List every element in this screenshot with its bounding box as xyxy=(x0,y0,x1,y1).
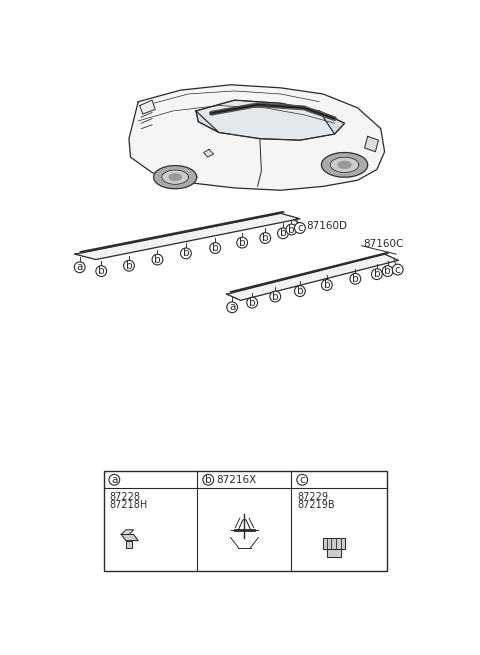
Text: 87229: 87229 xyxy=(298,493,329,502)
Text: b: b xyxy=(249,297,255,308)
Text: b: b xyxy=(182,248,189,258)
Text: b: b xyxy=(280,229,286,238)
Circle shape xyxy=(297,474,308,485)
Polygon shape xyxy=(365,136,378,152)
Circle shape xyxy=(109,474,120,485)
Circle shape xyxy=(123,260,134,271)
Polygon shape xyxy=(322,153,368,177)
Text: c: c xyxy=(395,265,401,274)
Polygon shape xyxy=(196,100,335,140)
Circle shape xyxy=(322,280,332,290)
Text: b: b xyxy=(262,233,269,243)
Polygon shape xyxy=(327,549,341,557)
Circle shape xyxy=(295,223,305,233)
Text: 87218H: 87218H xyxy=(110,500,148,510)
Text: 87219B: 87219B xyxy=(298,500,335,510)
Text: a: a xyxy=(229,303,235,312)
Text: 87160D: 87160D xyxy=(306,221,347,231)
Polygon shape xyxy=(196,100,345,140)
Polygon shape xyxy=(169,174,181,180)
Polygon shape xyxy=(227,254,398,301)
Circle shape xyxy=(270,291,281,302)
Polygon shape xyxy=(140,100,155,114)
Polygon shape xyxy=(75,214,300,259)
Circle shape xyxy=(286,224,297,235)
Polygon shape xyxy=(319,111,345,134)
Circle shape xyxy=(277,228,288,239)
Text: a: a xyxy=(76,262,83,272)
Text: 87228: 87228 xyxy=(110,493,141,502)
Circle shape xyxy=(210,242,221,253)
Text: b: b xyxy=(154,255,161,265)
Polygon shape xyxy=(330,157,359,172)
Polygon shape xyxy=(129,84,384,190)
Circle shape xyxy=(237,237,248,248)
Circle shape xyxy=(295,286,305,297)
Text: c: c xyxy=(300,475,305,485)
Text: b: b xyxy=(373,269,380,279)
Polygon shape xyxy=(121,530,133,534)
Polygon shape xyxy=(126,540,132,548)
Text: 87160C: 87160C xyxy=(363,239,403,249)
Text: a: a xyxy=(111,475,118,485)
Circle shape xyxy=(247,297,258,308)
Bar xyxy=(104,472,387,571)
Text: b: b xyxy=(126,261,132,271)
Circle shape xyxy=(180,248,192,259)
Text: b: b xyxy=(297,286,303,296)
Text: b: b xyxy=(384,266,391,276)
Text: b: b xyxy=(352,274,359,284)
Text: c: c xyxy=(297,223,303,233)
Circle shape xyxy=(372,269,382,280)
Text: b: b xyxy=(98,266,105,276)
Circle shape xyxy=(203,474,214,485)
Text: b: b xyxy=(239,238,245,248)
Text: b: b xyxy=(288,225,295,234)
Polygon shape xyxy=(204,149,214,157)
Circle shape xyxy=(96,266,107,276)
Circle shape xyxy=(74,262,85,272)
Circle shape xyxy=(382,266,393,276)
Circle shape xyxy=(152,254,163,265)
Circle shape xyxy=(350,273,361,284)
Text: 87216X: 87216X xyxy=(217,475,257,485)
Polygon shape xyxy=(162,170,189,184)
Polygon shape xyxy=(154,166,197,189)
Circle shape xyxy=(227,302,238,312)
Text: b: b xyxy=(324,280,330,290)
Polygon shape xyxy=(323,538,345,549)
Text: b: b xyxy=(272,291,278,301)
Circle shape xyxy=(392,264,403,275)
Text: b: b xyxy=(205,475,212,485)
Text: b: b xyxy=(212,243,218,253)
Polygon shape xyxy=(338,161,351,168)
Circle shape xyxy=(260,233,271,244)
Polygon shape xyxy=(196,111,219,132)
Polygon shape xyxy=(121,534,138,540)
